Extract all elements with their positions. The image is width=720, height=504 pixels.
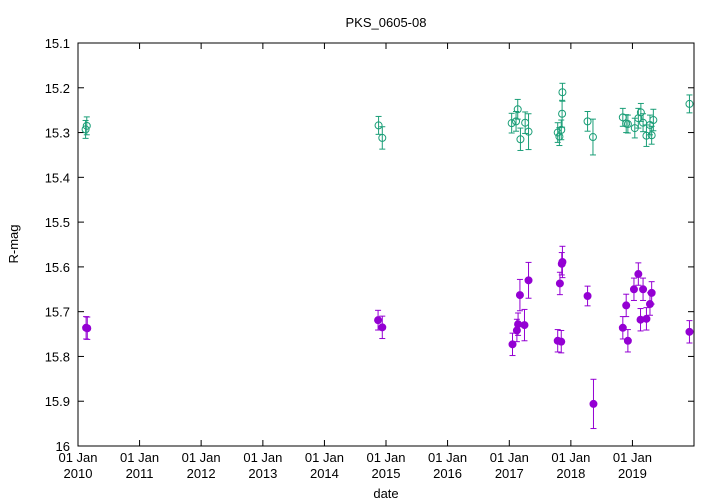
x-tick-label-day: 01 Jan (243, 450, 282, 465)
data-point (81, 125, 90, 134)
data-point (514, 320, 523, 329)
data-point (515, 291, 524, 300)
data-point (583, 291, 592, 300)
data-point (634, 270, 643, 279)
y-tick-label: 15.1 (45, 36, 70, 51)
data-point (557, 125, 566, 134)
data-point (558, 257, 567, 266)
x-tick-label-year: 2018 (556, 466, 585, 481)
y-tick-label: 15.9 (45, 394, 70, 409)
data-point (558, 109, 567, 118)
data-point (513, 105, 522, 114)
data-point (378, 323, 387, 332)
data-point (639, 285, 648, 294)
chart-title: PKS_0605-08 (346, 15, 427, 30)
x-tick-label-day: 01 Jan (428, 450, 467, 465)
x-tick-label-day: 01 Jan (58, 450, 97, 465)
y-tick-label: 16 (56, 439, 70, 454)
data-point (623, 336, 632, 345)
data-point (524, 276, 533, 285)
x-tick-label-day: 01 Jan (305, 450, 344, 465)
series-1 (81, 82, 694, 156)
y-tick-label: 15.7 (45, 305, 70, 320)
data-point (636, 108, 645, 117)
data-point (512, 117, 521, 126)
data-point (557, 337, 566, 346)
x-tick-label-day: 01 Jan (551, 450, 590, 465)
y-tick-label: 15.3 (45, 126, 70, 141)
x-tick-label-year: 2015 (372, 466, 401, 481)
y-tick-label: 15.2 (45, 81, 70, 96)
y-tick-label: 15.8 (45, 349, 70, 364)
x-axis-label: date (373, 486, 398, 501)
data-point (82, 121, 91, 130)
y-tick-label: 15.6 (45, 260, 70, 275)
data-point (589, 399, 598, 408)
y-axis-ticks: 15.1 15.2 15.3 15.4 15.5 15.6 15.7 15.8 15.9 16 (45, 36, 694, 454)
x-tick-label-year: 2019 (618, 466, 647, 481)
y-axis-label: R-mag (6, 224, 21, 263)
data-point (524, 127, 533, 136)
x-tick-label-year: 2010 (64, 466, 93, 481)
data-point (647, 131, 656, 140)
x-tick-label-day: 01 Jan (182, 450, 221, 465)
plot-frame (77, 42, 695, 447)
data-point (588, 133, 597, 142)
data-point (508, 340, 517, 349)
data-point (639, 118, 648, 127)
x-tick-label-year: 2011 (126, 466, 154, 481)
x-tick-label-year: 2013 (248, 466, 277, 481)
data-point (83, 324, 92, 333)
x-tick-label-day: 01 Jan (613, 450, 652, 465)
data-point (558, 88, 567, 97)
data-point (374, 316, 383, 325)
y-tick-label: 15.4 (45, 170, 70, 185)
data-point (629, 285, 638, 294)
series-layer (81, 82, 694, 430)
data-point (520, 321, 529, 330)
data-point (622, 301, 631, 310)
data-point (374, 121, 383, 130)
data-point (647, 288, 656, 297)
x-tick-label-day: 01 Jan (120, 450, 159, 465)
x-tick-label-day: 01 Jan (366, 450, 405, 465)
x-tick-label-year: 2014 (310, 466, 339, 481)
data-point (649, 116, 658, 125)
data-point (623, 120, 632, 129)
data-point (618, 323, 627, 332)
data-point (642, 314, 651, 323)
x-tick-label-year: 2017 (495, 466, 524, 481)
data-point (516, 135, 525, 144)
data-point (642, 131, 651, 140)
y-tick-label: 15.5 (45, 215, 70, 230)
series-2 (82, 245, 694, 430)
x-tick-label-year: 2012 (187, 466, 216, 481)
data-point (685, 327, 694, 336)
x-tick-label-day: 01 Jan (490, 450, 529, 465)
data-point (507, 119, 516, 128)
data-point (555, 279, 564, 288)
data-point (378, 133, 387, 142)
data-point (685, 99, 694, 108)
data-point (583, 117, 592, 126)
x-tick-label-year: 2016 (433, 466, 462, 481)
